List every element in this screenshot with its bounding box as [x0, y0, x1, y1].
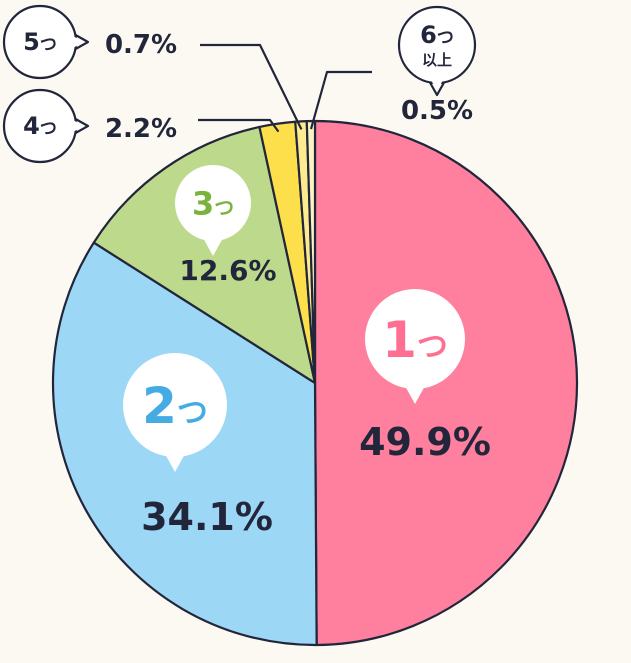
- bubble-6-label: 6つ: [420, 21, 454, 49]
- bubble-4: 4つ: [2, 88, 90, 164]
- bubble-2-label: 2つ: [142, 377, 208, 435]
- pie-slice-1: [313, 119, 579, 647]
- pie-slice-3: [92, 125, 317, 385]
- bubble-1-label: 1つ: [382, 311, 448, 369]
- percent-label-1: 49.9%: [359, 420, 491, 464]
- bubble-5: 5つ: [2, 4, 90, 80]
- bubble-3: 3つ: [175, 165, 251, 256]
- bubble-6-sublabel: 以上: [422, 51, 452, 69]
- percent-label-3: 12.6%: [179, 254, 276, 287]
- percent-label-4: 2.2%: [105, 114, 177, 144]
- pie-slice-6: [305, 119, 317, 385]
- bubble-1: 1つ: [365, 289, 465, 404]
- leader-line-6: [309, 70, 372, 130]
- percent-label-2: 34.1%: [141, 495, 273, 539]
- bubble-5-label: 5つ: [23, 28, 57, 56]
- bubble-2: 2つ: [123, 353, 227, 472]
- percent-label-5: 0.7%: [105, 30, 177, 60]
- leader-line-5: [200, 43, 303, 130]
- bubble-3-label: 3つ: [192, 185, 234, 223]
- percent-label-6: 0.5%: [401, 96, 473, 126]
- leader-line-4: [198, 118, 280, 133]
- bubble-4-label: 4つ: [23, 112, 57, 140]
